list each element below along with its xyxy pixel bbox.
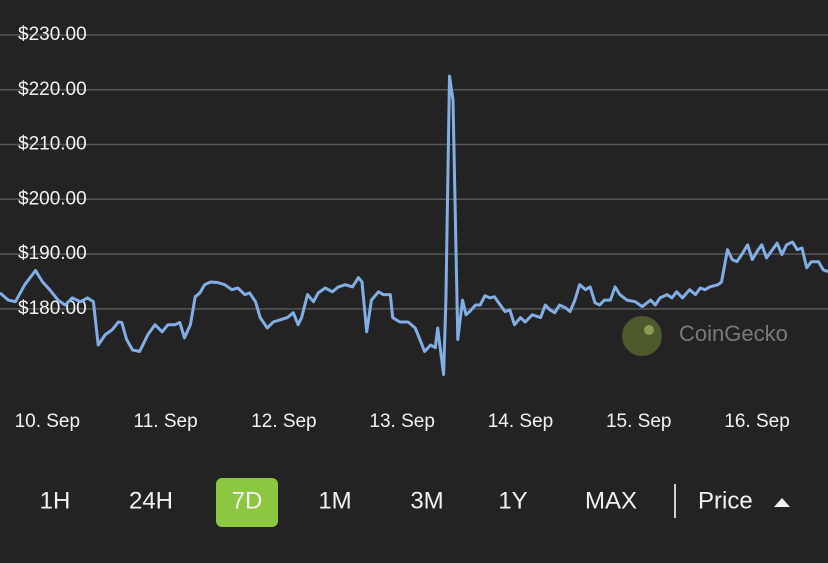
range-button[interactable]: MAX (585, 487, 637, 514)
x-tick-label: 14. Sep (488, 411, 554, 432)
range-button[interactable]: 1H (40, 487, 71, 514)
x-tick-label: 10. Sep (15, 411, 81, 432)
metric-selector[interactable]: Price (698, 487, 753, 514)
x-tick-label: 16. Sep (724, 411, 790, 432)
range-button[interactable]: 3M (410, 487, 443, 514)
range-button[interactable]: 1Y (498, 487, 527, 514)
y-tick-label: $190.00 (18, 243, 87, 264)
x-tick-label: 13. Sep (369, 411, 435, 432)
watermark-text: CoinGecko (679, 321, 788, 346)
range-button[interactable]: 24H (129, 487, 173, 514)
y-tick-label: $180.00 (18, 298, 87, 319)
watermark-logo-eye (644, 325, 654, 335)
range-button[interactable]: 7D (232, 487, 263, 514)
y-tick-label: $200.00 (18, 188, 87, 209)
x-tick-label: 15. Sep (606, 411, 672, 432)
range-button-active[interactable] (216, 478, 278, 527)
y-tick-label: $210.00 (18, 134, 87, 155)
x-tick-label: 11. Sep (134, 411, 198, 432)
watermark-logo (622, 316, 662, 356)
y-tick-label: $220.00 (18, 79, 87, 100)
range-button[interactable]: 1M (318, 487, 351, 514)
watermark: CoinGecko (622, 316, 788, 356)
price-line (0, 74, 828, 376)
y-tick-label: $230.00 (18, 24, 87, 45)
metric-caret[interactable] (774, 498, 790, 507)
x-tick-label: 12. Sep (251, 411, 317, 432)
